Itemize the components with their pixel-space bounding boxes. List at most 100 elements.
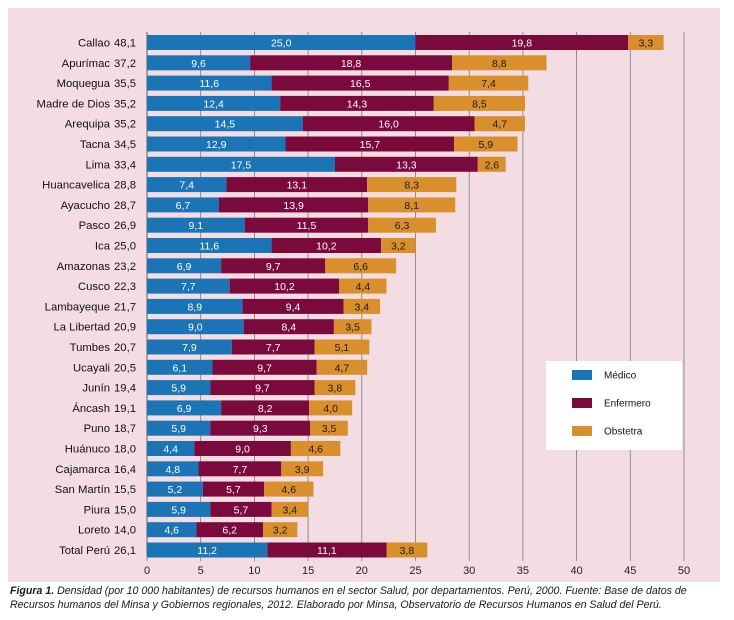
bar-value-label: 2,6 [484,159,499,171]
bar-enfermero [229,278,340,294]
bar-obstetra [310,420,348,436]
bar-value-label: 8,8 [492,58,507,70]
bar-value-label: 15,7 [360,139,381,151]
category-total: 15,5 [114,484,136,496]
category-label: Junín [82,383,110,395]
category-label: Ucayali [73,362,110,374]
category-total: 26,9 [114,220,136,232]
bar-enfermero [415,35,629,50]
category-label: Moquegua [57,78,111,90]
category-label: Áncash [72,402,110,415]
bar-obstetra [386,542,428,558]
bar-value-label: 7,7 [181,281,196,293]
caption-label: Figura 1. [10,585,55,597]
category-label: San Martín [55,484,110,496]
bar-enfermero [221,400,310,416]
category-label: Tacna [80,139,111,151]
category-label: Lambayeque [45,301,110,313]
category-total: 25,0 [114,241,136,253]
bar-value-label: 25,0 [271,38,292,50]
bar-value-label: 6,9 [177,261,192,273]
bar-value-label: 11,5 [297,220,317,232]
bar-obstetra [333,319,372,335]
x-tick-label: 25 [409,565,421,577]
legend-label-obstetra: Obstetra [604,427,643,438]
bar-value-label: 10,2 [316,241,337,253]
bar-obstetra [477,156,506,172]
category-total: 35,5 [114,78,136,90]
bar-value-label: 5,9 [171,504,186,516]
bar-obstetra [448,75,529,91]
figure-caption: Figura 1. Densidad (por 10 000 habitante… [10,584,726,612]
bar-médico [147,136,286,152]
bar-value-label: 3,5 [322,423,337,435]
bar-value-label: 6,1 [172,362,187,374]
bar-value-label: 6,6 [353,261,368,273]
bar-value-label: 12,9 [206,139,227,151]
bar-médico [147,461,199,477]
bar-obstetra [343,298,381,314]
category-label: Huancavelica [42,180,111,192]
bar-enfermero [194,441,291,456]
category-total: 16,4 [114,464,136,476]
category-label: Amazonas [57,261,111,273]
bar-médico [147,217,245,233]
category-total: 22,3 [114,281,136,293]
bar-enfermero [231,339,315,355]
bar-obstetra [314,380,356,396]
category-total: 26,1 [114,545,136,557]
bar-value-label: 11,6 [199,78,219,90]
bar-value-label: 9,3 [253,423,268,435]
bar-obstetra [316,359,368,375]
bar-value-label: 11,1 [317,545,337,557]
bar-médico [147,95,281,111]
bar-value-label: 9,0 [235,444,250,456]
bar-médico [147,420,211,436]
bar-enfermero [218,197,369,213]
bars: 25,0 19,8 3,3 9,6 18,8 8,8 11,6 16,5 7,4 12,4 14,3… [147,35,664,558]
category-total: 28,7 [114,200,136,212]
bar-enfermero [198,461,282,477]
category-total: 19,1 [114,403,136,415]
category-label: Huánuco [65,444,110,456]
category-label: Callao [78,38,110,50]
bar-value-label: 6,7 [176,200,191,212]
legend-label-médico: Médico [604,371,637,382]
bar-value-label: 9,7 [266,261,281,273]
bar-médico [147,339,232,355]
bar-value-label: 3,4 [283,504,298,516]
bar-value-label: 5,1 [335,342,350,354]
bar-value-label: 14,3 [347,98,368,110]
bar-value-label: 6,3 [395,220,410,232]
bar-obstetra [454,136,518,152]
bar-value-label: 13,9 [283,200,304,212]
category-label: Piura [84,504,111,516]
category-total: 34,5 [114,139,136,151]
bar-enfermero [221,258,326,274]
category-total: 37,2 [114,58,136,70]
bar-obstetra [262,522,298,538]
bar-value-label: 9,7 [255,383,270,395]
bar-enfermero [202,481,265,497]
bar-enfermero [334,156,478,172]
category-label: Tumbes [70,342,111,354]
bar-value-label: 4,0 [323,403,338,415]
bar-obstetra [309,400,353,416]
category-label: Puno [84,423,110,435]
bar-obstetra [367,177,457,193]
bar-médico [147,501,211,517]
x-tick-label: 30 [463,565,475,577]
x-tick-label: 45 [624,565,636,577]
bar-value-label: 9,4 [286,301,301,313]
legend-swatch-enfermero [572,398,592,408]
bar-value-label: 3,2 [273,525,288,537]
bar-value-label: 7,4 [481,78,496,90]
bar-obstetra [290,441,341,456]
bar-value-label: 5,9 [171,423,186,435]
caption-text: Densidad (por 10 000 habitantes) de recu… [10,585,687,611]
bar-value-label: 4,4 [356,281,371,293]
bar-value-label: 3,5 [345,322,360,334]
x-tick-label: 35 [517,565,529,577]
bar-value-label: 5,7 [234,504,249,516]
bar-médico [147,400,222,416]
